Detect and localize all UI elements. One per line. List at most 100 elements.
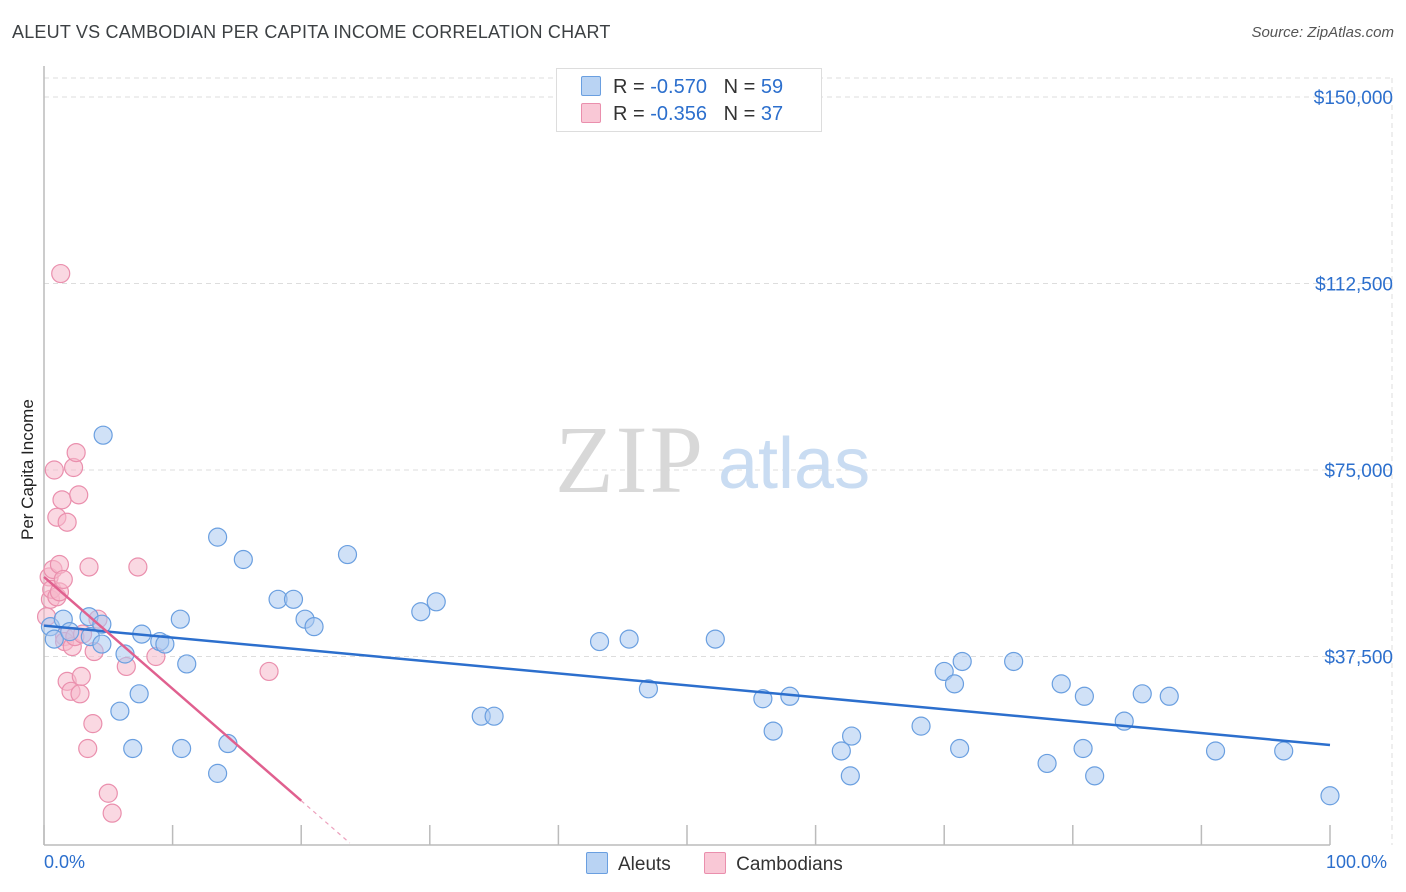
x-tick-label-min: 0.0%: [44, 852, 86, 872]
legend-n-value: 37: [760, 103, 784, 125]
cambodian-point: [44, 460, 64, 480]
aleut-point: [233, 549, 253, 570]
aleut-trend-line: [43, 624, 1331, 747]
aleut-point: [1274, 741, 1294, 761]
cambodian-point: [57, 512, 77, 532]
aleut-point: [129, 684, 149, 704]
axes: [43, 66, 1331, 846]
cambodian-point: [70, 684, 90, 704]
aleut-point: [1205, 741, 1226, 761]
aleut-point: [1159, 686, 1179, 706]
aleut-point: [170, 609, 190, 629]
legend-row-cambodian: R = -0.356 N = 37: [581, 103, 783, 126]
aleut-point: [92, 634, 112, 654]
cambodian-point: [71, 666, 91, 686]
cambodian-trend-line: [43, 575, 303, 802]
aleut-point: [763, 721, 783, 741]
series-swatch-aleut: [586, 852, 608, 874]
cambodian-points: [36, 263, 279, 823]
aleut-point: [1037, 753, 1057, 774]
cambodian-point: [259, 661, 279, 682]
aleut-point: [411, 602, 431, 622]
aleut-point: [426, 592, 446, 612]
aleut-point: [304, 617, 324, 637]
aleut-point: [1132, 684, 1152, 704]
y-tick-label: $150,000: [1314, 88, 1393, 109]
legend-r-value: -0.356: [650, 103, 707, 125]
aleut-point: [484, 706, 504, 726]
y-axis-label: Per Capita Income: [18, 399, 37, 540]
legend-r-label: R =: [613, 76, 645, 98]
cambodian-point: [52, 490, 72, 510]
aleut-point: [944, 674, 965, 694]
legend-n-value: 59: [760, 76, 784, 98]
cambodian-point: [98, 783, 118, 803]
legend-n-label: N =: [723, 103, 756, 125]
y-tick-label: $75,000: [1324, 461, 1393, 482]
series-legend-aleut[interactable]: Aleuts: [586, 852, 671, 876]
aleut-point: [1073, 738, 1093, 759]
aleut-point: [92, 614, 112, 634]
gridlines: [44, 77, 1393, 845]
series-legend-cambodian[interactable]: Cambodians: [704, 852, 843, 876]
x-tick-label-max: 100.0%: [1326, 852, 1388, 872]
aleut-point: [911, 716, 931, 736]
trend-lines: [43, 575, 1331, 844]
aleut-point: [44, 629, 64, 649]
cambodian-point: [69, 485, 89, 505]
aleut-point: [208, 527, 228, 547]
watermark-atlas: atlas: [718, 424, 870, 504]
aleut-point: [842, 726, 862, 746]
cambodian-point: [66, 442, 86, 463]
series-swatch-cambodian: [704, 852, 727, 874]
cambodian-point: [102, 803, 122, 823]
cambodian-trend-extension: [300, 800, 351, 844]
chart-title: ALEUT VS CAMBODIAN PER CAPITA INCOME COR…: [12, 22, 611, 42]
aleut-point: [208, 763, 228, 783]
aleut-point: [172, 738, 192, 759]
aleut-point: [619, 629, 639, 649]
watermark: ZIP atlas: [555, 406, 870, 513]
aleut-point: [337, 544, 358, 565]
aleut-point: [952, 651, 972, 672]
aleut-point: [110, 701, 130, 721]
aleut-point: [1051, 674, 1071, 694]
aleut-point: [283, 589, 304, 609]
y-tick-label: $37,500: [1324, 648, 1393, 669]
legend-row-aleut: R = -0.570 N = 59: [581, 76, 783, 99]
aleut-point: [93, 425, 113, 445]
aleut-point: [155, 634, 175, 654]
cambodian-point: [128, 557, 148, 577]
aleut-point: [60, 622, 80, 642]
aleut-point: [950, 738, 970, 759]
aleut-point: [705, 629, 725, 649]
cambodian-point: [78, 738, 98, 759]
source-label: Source: ZipAtlas.com: [1251, 24, 1394, 41]
cambodian-point: [51, 263, 71, 284]
aleut-point: [589, 631, 610, 652]
series-legend: Aleuts Cambodians: [586, 852, 871, 876]
legend-r-value: -0.570: [650, 76, 707, 98]
correlation-legend: R = -0.570 N = 59 R = -0.356 N = 37: [556, 68, 822, 132]
legend-n-label: N =: [723, 76, 756, 98]
aleut-point: [840, 766, 860, 786]
aleut-point: [934, 661, 954, 682]
aleut-point: [831, 741, 851, 761]
legend-swatch-aleut: [581, 76, 601, 96]
aleut-point: [177, 654, 197, 674]
aleut-point: [1004, 651, 1024, 672]
aleut-point: [1320, 786, 1340, 806]
legend-swatch-cambodian: [581, 103, 601, 123]
aleut-point: [123, 738, 143, 759]
y-tick-label: $112,500: [1315, 275, 1393, 296]
watermark-zip: ZIP: [555, 406, 705, 513]
y-tick-labels: $37,500 $75,000 $112,500 $150,000: [1314, 88, 1393, 669]
aleut-point: [1074, 686, 1094, 706]
cambodian-point: [53, 569, 73, 590]
aleut-point: [638, 679, 659, 699]
series-label-cambodian: Cambodians: [736, 854, 843, 875]
cambodian-point: [79, 557, 99, 577]
aleut-point: [1085, 766, 1105, 786]
aleut-point: [753, 689, 773, 709]
